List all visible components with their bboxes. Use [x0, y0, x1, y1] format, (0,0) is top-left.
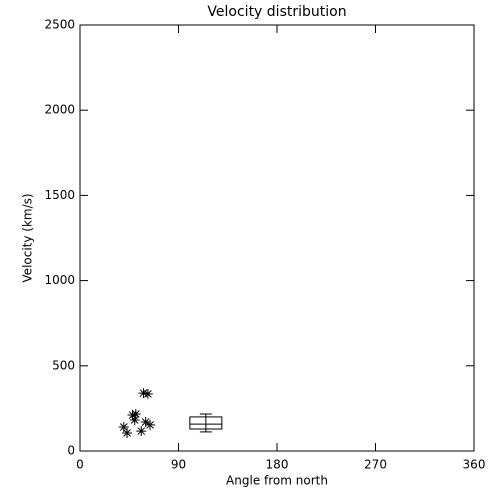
x-tick-label: 270 — [364, 458, 387, 472]
asterisk-marker — [118, 421, 129, 432]
x-tick-label: 360 — [463, 458, 486, 472]
box — [189, 416, 223, 430]
asterisk-marker — [127, 410, 138, 421]
y-axis-label: Velocity (km/s) — [21, 193, 35, 282]
asterisk-marker — [138, 388, 149, 399]
y-tick-label: 2000 — [44, 103, 75, 117]
x-axis-label: Angle from north — [226, 474, 328, 488]
x-tick-label: 180 — [266, 458, 289, 472]
asterisk-marker — [130, 409, 141, 420]
asterisk-marker — [122, 427, 133, 438]
y-tick-label: 0 — [67, 444, 75, 458]
chart-title: Velocity distribution — [207, 4, 346, 20]
asterisk-marker — [142, 388, 153, 399]
x-tick-label: 90 — [171, 458, 186, 472]
y-tick-label: 500 — [52, 358, 75, 372]
y-tick-label: 1500 — [44, 188, 75, 202]
asterisk-marker — [136, 426, 147, 437]
y-tick-label: 2500 — [44, 18, 75, 32]
asterisk-marker — [129, 414, 140, 425]
x-tick-label: 0 — [76, 458, 84, 472]
asterisk-marker — [145, 419, 156, 430]
asterisk-marker — [140, 417, 151, 428]
y-tick-label: 1000 — [44, 273, 75, 287]
plot-frame — [79, 24, 475, 452]
